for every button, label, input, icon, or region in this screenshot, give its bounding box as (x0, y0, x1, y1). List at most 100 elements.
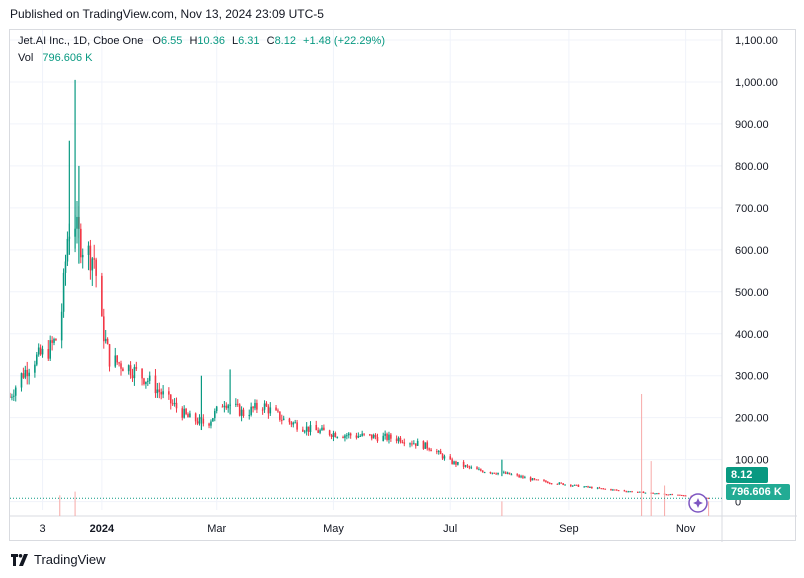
candle-body (225, 405, 228, 409)
candle-body (462, 461, 465, 467)
candle-body (221, 406, 224, 408)
candle-body (596, 487, 599, 489)
candle-body (294, 422, 296, 424)
x-tick-label: Mar (207, 523, 226, 535)
candle-body (277, 410, 279, 412)
candle-body (571, 485, 574, 487)
candle-body (533, 478, 536, 480)
candle-body (342, 436, 344, 438)
legend-close-label: C (266, 35, 275, 47)
candle-body (223, 405, 226, 407)
y-tick-label: 1,100.00 (735, 35, 778, 47)
candle-body (585, 486, 587, 488)
chart-frame[interactable]: 0 100.00 200.00 300.00 400.00 500.00 600.00 700… (9, 29, 797, 542)
legend-open-value: 6.55 (160, 35, 183, 47)
candle-body (382, 435, 385, 442)
candle-body (529, 477, 532, 481)
candle-body (80, 228, 82, 258)
candle-body (522, 476, 524, 478)
candle-body (323, 427, 325, 431)
candle-body (591, 486, 593, 489)
candle-body (28, 372, 30, 377)
legend-low-value: 6.31 (238, 35, 260, 47)
candle-body (504, 472, 507, 474)
candle-body (62, 272, 65, 312)
candle-body (390, 434, 392, 439)
candle-body (307, 426, 310, 432)
candle-body (638, 491, 641, 493)
candle-body (336, 436, 339, 438)
candle-body (409, 443, 411, 445)
candle-body (235, 403, 237, 405)
candle-body (173, 402, 176, 404)
candle-body (503, 472, 505, 474)
candle-body (215, 406, 218, 411)
candle-body (612, 489, 614, 491)
legend-symbol: Jet.AI Inc., 1D, Cboe One (18, 35, 144, 47)
candle-body (131, 375, 134, 379)
candle-body (436, 451, 438, 453)
candle-body (493, 472, 496, 474)
candle-body (101, 275, 103, 317)
candle-body (669, 494, 672, 496)
candle-body (428, 448, 430, 450)
candle-body (269, 407, 272, 414)
candle-body (302, 429, 304, 432)
candle-body (604, 488, 607, 490)
candle-body (516, 474, 519, 476)
x-tick-label: 3 (39, 523, 45, 535)
candle-body (543, 480, 545, 482)
candle-body (20, 373, 23, 388)
candle-body (468, 466, 471, 468)
y-tick-label: 800.00 (735, 161, 769, 173)
candle-body (508, 472, 511, 475)
candle-body (483, 472, 486, 474)
candle-body (506, 472, 509, 474)
candle-body (374, 434, 377, 437)
candle-body (332, 433, 335, 437)
candle-body (37, 347, 40, 355)
x-tick-label: Jul (443, 523, 457, 535)
candle-body (681, 494, 683, 496)
candle-body (183, 408, 185, 418)
candle-body (455, 461, 457, 465)
footer-brand[interactable]: TradingView (11, 552, 106, 567)
y-tick-label: 900.00 (735, 119, 769, 131)
candle-body (386, 433, 388, 440)
candle-body (550, 483, 553, 485)
candle-body (250, 406, 252, 415)
candle-body (252, 406, 254, 409)
candle-body (388, 434, 390, 440)
candle-body (212, 418, 214, 422)
y-tick-label: 300.00 (735, 371, 769, 383)
y-tick-label: 500.00 (735, 287, 769, 299)
candle-body (14, 387, 17, 396)
candle-body (369, 434, 371, 436)
candle-body (707, 497, 710, 499)
candle-body (416, 440, 419, 446)
candle-body (104, 338, 107, 342)
candle-body (478, 469, 480, 471)
candle-body (122, 368, 124, 372)
candle-body (141, 368, 143, 379)
candle-body (242, 409, 245, 417)
candle-body (363, 433, 365, 435)
candle-body (169, 394, 172, 404)
candle-body (489, 472, 492, 474)
candle-body (328, 430, 331, 436)
last-volume-badge: 796.606 K (726, 484, 790, 500)
y-tick-label: 100.00 (735, 455, 769, 467)
candle-body (569, 484, 572, 487)
legend-close-value: 8.12 (274, 35, 296, 47)
candle-body (213, 410, 216, 419)
candle-body (598, 487, 601, 489)
candle-body (66, 238, 69, 262)
candle-body (441, 454, 444, 459)
candle-body (106, 338, 109, 345)
price-chart[interactable]: 0 100.00 200.00 300.00 400.00 500.00 600.00 700… (10, 30, 797, 542)
candle-body (361, 433, 363, 436)
candle-body (185, 408, 187, 415)
candle-body (556, 483, 559, 485)
footer-brand-text: TradingView (34, 552, 106, 567)
y-tick-label: 400.00 (735, 329, 769, 341)
